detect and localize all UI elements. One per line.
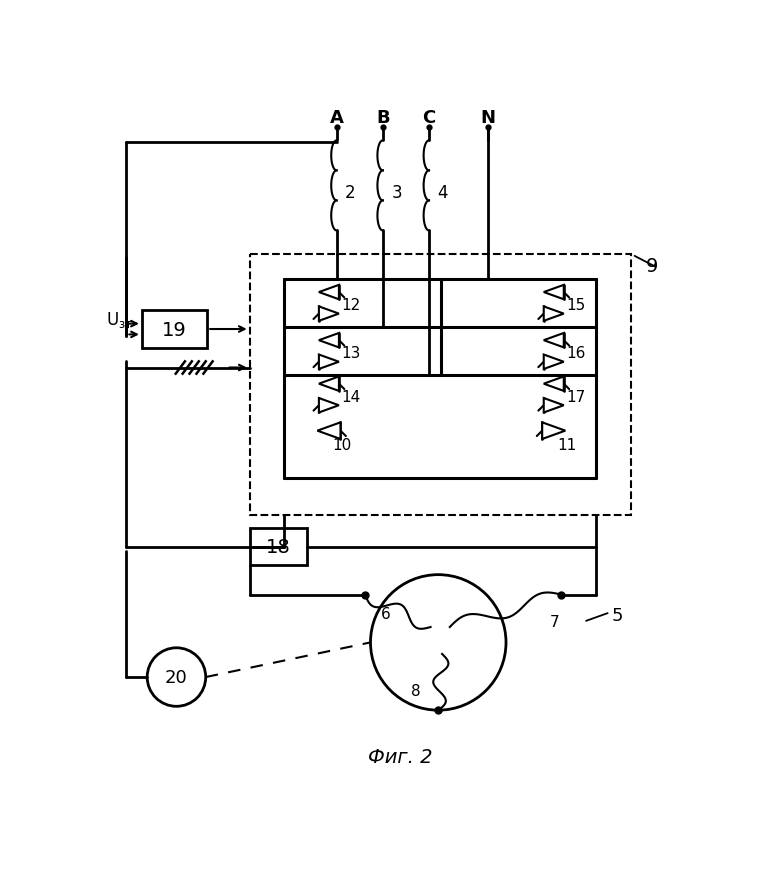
Bar <box>250 255 631 516</box>
Polygon shape <box>544 399 564 413</box>
Text: 7: 7 <box>550 614 559 629</box>
Polygon shape <box>319 355 339 369</box>
Text: 5: 5 <box>612 607 623 625</box>
Text: C: C <box>423 109 436 127</box>
Polygon shape <box>544 286 564 300</box>
Bar <box>142 310 207 348</box>
Text: 3: 3 <box>392 183 402 202</box>
Polygon shape <box>319 399 339 413</box>
Text: 17: 17 <box>566 389 585 404</box>
Polygon shape <box>319 334 339 348</box>
Polygon shape <box>319 377 339 391</box>
Text: 19: 19 <box>162 320 187 339</box>
Text: 14: 14 <box>341 389 360 404</box>
Text: 20: 20 <box>165 668 188 687</box>
Text: 10: 10 <box>333 437 352 453</box>
Text: 9: 9 <box>646 256 658 275</box>
Text: 8: 8 <box>411 684 421 699</box>
Text: 15: 15 <box>566 297 585 313</box>
Text: 11: 11 <box>558 437 577 453</box>
Polygon shape <box>542 423 565 440</box>
Text: A: A <box>330 109 343 127</box>
Polygon shape <box>544 307 564 322</box>
Text: Фиг. 2: Фиг. 2 <box>367 747 432 766</box>
Text: 13: 13 <box>341 346 360 361</box>
Polygon shape <box>317 423 340 440</box>
Polygon shape <box>319 286 339 300</box>
Bar <box>250 529 307 566</box>
Text: 18: 18 <box>266 538 291 557</box>
Text: B: B <box>376 109 390 127</box>
Polygon shape <box>319 307 339 322</box>
Text: 6: 6 <box>381 607 390 621</box>
Polygon shape <box>544 334 564 348</box>
Text: 4: 4 <box>438 183 448 202</box>
Polygon shape <box>544 355 564 369</box>
Text: N: N <box>480 109 496 127</box>
Text: U$_{\rm зт}$: U$_{\rm зт}$ <box>105 309 133 329</box>
Text: 12: 12 <box>341 297 360 313</box>
Polygon shape <box>544 377 564 391</box>
Text: 16: 16 <box>566 346 586 361</box>
Text: 2: 2 <box>345 183 356 202</box>
